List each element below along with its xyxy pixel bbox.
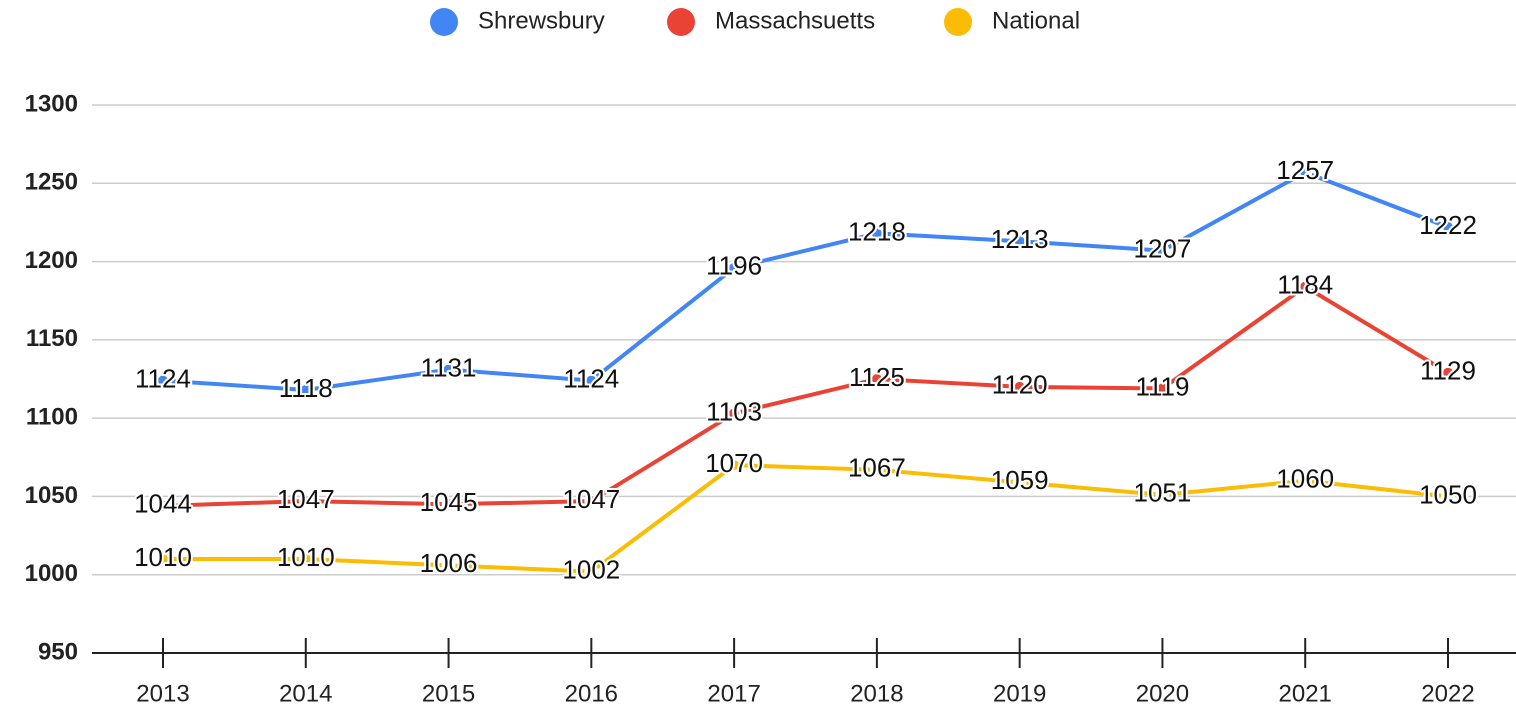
data-label: 1124: [135, 363, 191, 393]
data-label: 1118: [279, 373, 333, 403]
data-label: 1129: [1420, 356, 1476, 386]
series-line: [162, 284, 1450, 508]
data-label: 1184: [1277, 269, 1333, 299]
data-point: [156, 373, 170, 388]
x-tick-label: 2016: [565, 680, 618, 707]
data-label: 1119: [1135, 371, 1189, 401]
data-label: 1103: [706, 396, 762, 426]
x-tick-label: 2022: [1421, 680, 1474, 707]
data-point: [156, 552, 170, 567]
data-point: [727, 260, 742, 275]
data-point: [1012, 379, 1027, 394]
data-label: 1124: [563, 363, 619, 393]
x-tick-label: 2015: [422, 680, 475, 707]
data-point: [1155, 487, 1170, 502]
data-point: [441, 558, 456, 573]
data-label: 1131: [421, 352, 477, 382]
x-tick-label: 2014: [279, 680, 332, 707]
data-label: 1051: [1134, 478, 1192, 508]
data-point: [298, 494, 313, 509]
data-label: 1070: [705, 448, 763, 478]
data-point: [869, 226, 884, 241]
data-point: [441, 497, 456, 512]
y-tick-label: 1100: [26, 403, 78, 430]
legend-swatch: [667, 8, 695, 36]
legend-label: National: [992, 7, 1080, 34]
data-point: [298, 382, 313, 397]
data-point: [727, 406, 742, 421]
x-tick-label: 2017: [707, 680, 760, 707]
series-line: [162, 170, 1449, 392]
y-tick-label: 1250: [25, 169, 78, 196]
y-tick-label: 1000: [25, 560, 78, 587]
data-point: [1298, 279, 1313, 294]
series-line: [163, 463, 1449, 574]
x-tick-label: 2018: [850, 680, 903, 707]
data-label: 1047: [562, 484, 620, 514]
data-point: [156, 498, 170, 513]
data-label: 1010: [277, 542, 335, 572]
data-point: [1298, 473, 1313, 488]
data-label: 1257: [1276, 155, 1334, 185]
data-point: [441, 362, 456, 377]
data-point: [1298, 165, 1313, 180]
data-point: [869, 372, 884, 386]
data-point: [584, 494, 599, 509]
data-label: 1059: [991, 465, 1049, 495]
data-point: [584, 564, 599, 579]
data-label: 1045: [420, 487, 478, 517]
x-tick-label: 2020: [1136, 680, 1189, 707]
data-label: 1050: [1419, 479, 1477, 509]
data-label: 1006: [420, 548, 478, 578]
data-point: [1441, 489, 1455, 504]
x-tick-label: 2019: [993, 680, 1046, 707]
y-tick-label: 950: [38, 638, 78, 665]
legend-swatch: [430, 8, 458, 36]
x-tick-label: 2013: [136, 680, 189, 707]
data-point: [1441, 365, 1455, 380]
data-label: 1218: [848, 216, 906, 246]
legend-label: Shrewsbury: [478, 7, 605, 34]
data-point: [298, 552, 313, 567]
data-label: 1044: [134, 489, 192, 519]
x-tick-label: 2021: [1279, 680, 1332, 707]
y-tick-label: 1150: [26, 325, 78, 352]
y-tick-label: 1050: [25, 482, 78, 509]
data-label: 1120: [992, 370, 1048, 400]
data-label: 1047: [277, 484, 335, 514]
data-point: [1441, 220, 1455, 235]
y-tick-label: 1300: [25, 90, 78, 117]
data-label: 1125: [849, 362, 905, 392]
y-tick-label: 1200: [25, 247, 78, 274]
legend-swatch: [944, 8, 972, 36]
data-label: 1207: [1134, 233, 1192, 263]
legend-label: Massachsuetts: [715, 7, 875, 34]
data-label: 1222: [1419, 210, 1477, 240]
data-label: 1196: [706, 251, 762, 281]
data-point: [1012, 234, 1027, 249]
data-label: 1010: [134, 542, 192, 572]
data-point: [1012, 475, 1027, 490]
data-label: 1213: [991, 224, 1049, 254]
data-point: [1155, 381, 1170, 396]
data-label: 1002: [562, 554, 620, 584]
data-point: [869, 462, 884, 477]
data-point: [1155, 243, 1170, 258]
data-label: 1060: [1276, 464, 1334, 494]
data-label: 1067: [848, 453, 906, 483]
data-point: [727, 458, 742, 473]
data-point: [584, 373, 599, 388]
